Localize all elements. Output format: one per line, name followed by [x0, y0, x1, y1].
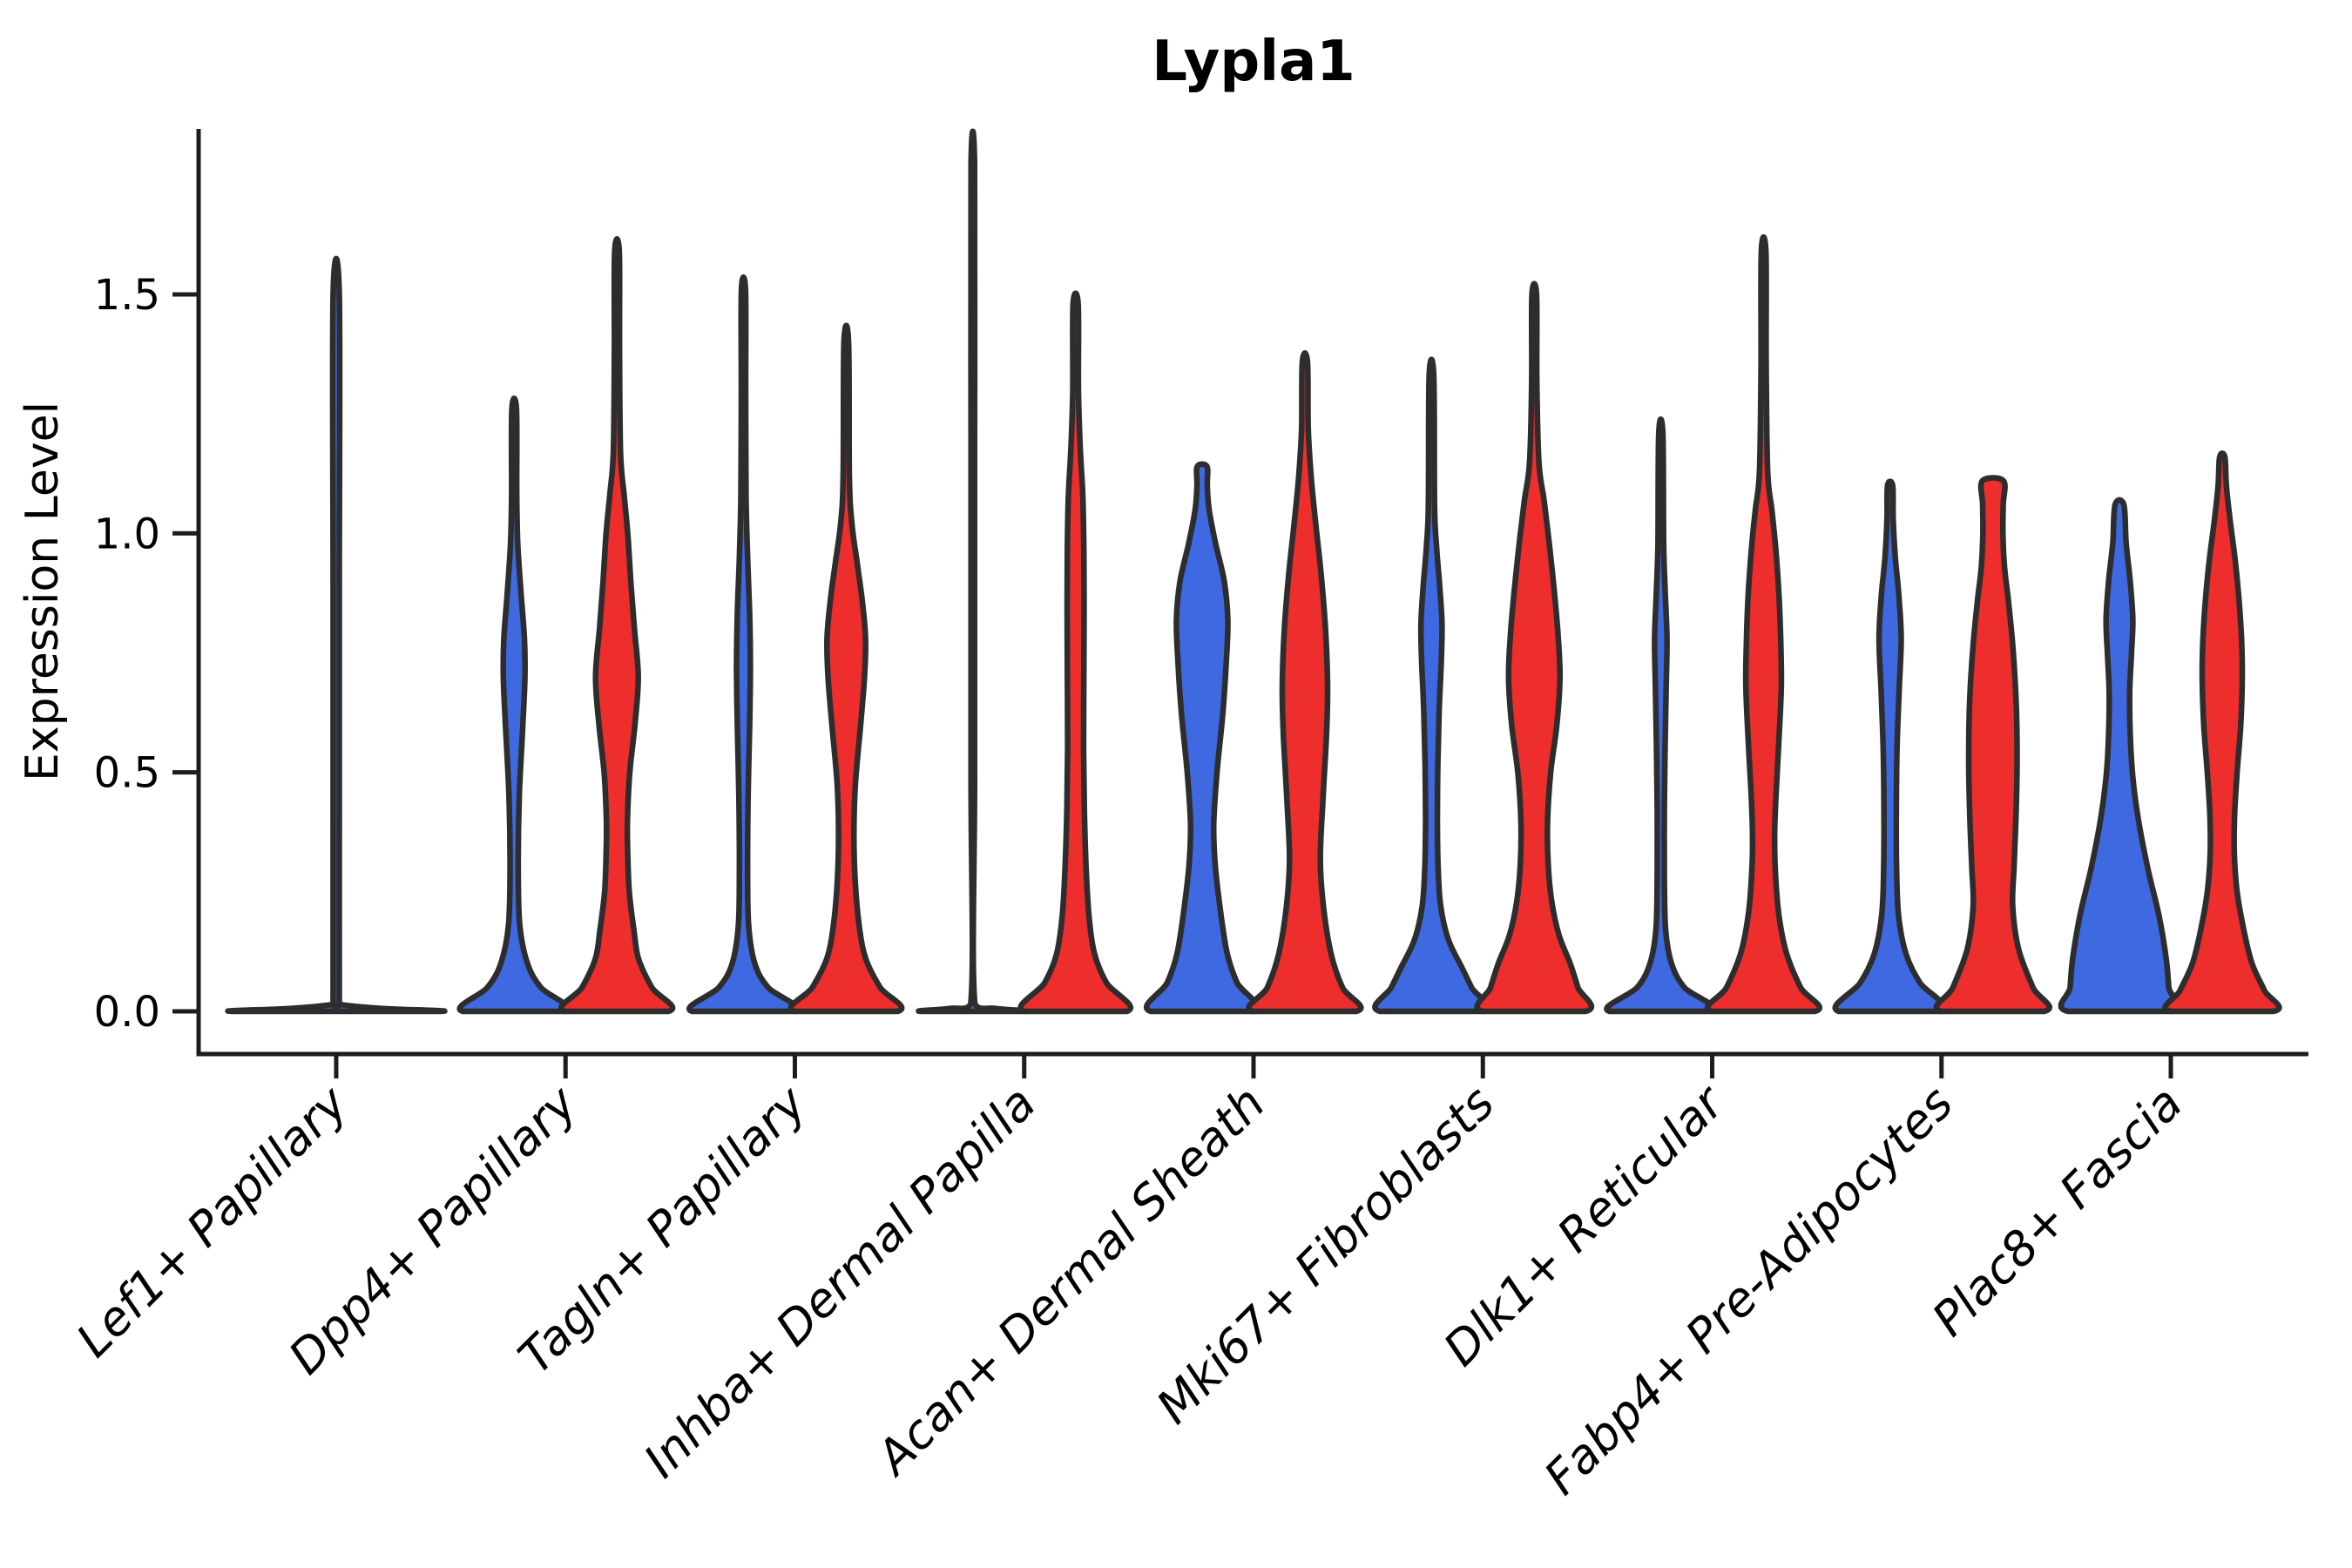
y-tick-label: 0.5 [94, 749, 160, 798]
x-tick-label: Inhba+ Dermal Papilla [633, 1076, 1046, 1489]
x-tick-label: Plac8+ Fascia [1922, 1076, 2193, 1347]
violin-red-fabp4-pre-adipocytes [1933, 475, 2053, 1015]
violin-red-mki67-fibroblasts [1474, 280, 1595, 1015]
y-axis-label: Expression Level [17, 402, 69, 781]
violin-blue-lef1-papillary [225, 255, 448, 1015]
y-tick-label: 1.5 [94, 271, 160, 320]
violin-red-dlk1-reticular [1704, 233, 1823, 1015]
violin-red-dpp4-papillary [558, 235, 676, 1015]
violin-blue-fabp4-pre-adipocytes [1832, 478, 1948, 1015]
violin-red-tagln-papillary [787, 322, 905, 1015]
violin-blue-dpp4-papillary [456, 395, 571, 1015]
violin-red-acan-dermal-sheath [1246, 349, 1364, 1015]
y-tick-label: 1.0 [94, 510, 160, 558]
violin-blue-mki67-fibroblasts [1372, 356, 1491, 1015]
x-tick-label: Fabp4+ Pre-Adipocytes [1534, 1076, 1963, 1505]
violin-layer [225, 128, 2282, 1015]
violin-red-inhba-dermal-papilla [1017, 290, 1134, 1015]
violin-blue-dlk1-reticular [1604, 416, 1718, 1015]
violin-blue-plac8-fascia [2058, 497, 2181, 1015]
violin-blue-inhba-dermal-papilla [916, 128, 1031, 1015]
x-tick-label: Acan+ Dermal Sheath [864, 1076, 1275, 1487]
chart-title: Lypla1 [1152, 30, 1355, 94]
violin-red-plac8-fascia [2162, 450, 2282, 1015]
violin-blue-acan-dermal-sheath [1143, 461, 1261, 1015]
violin-blue-tagln-papillary [686, 274, 801, 1015]
y-tick-label: 0.0 [94, 988, 160, 1037]
